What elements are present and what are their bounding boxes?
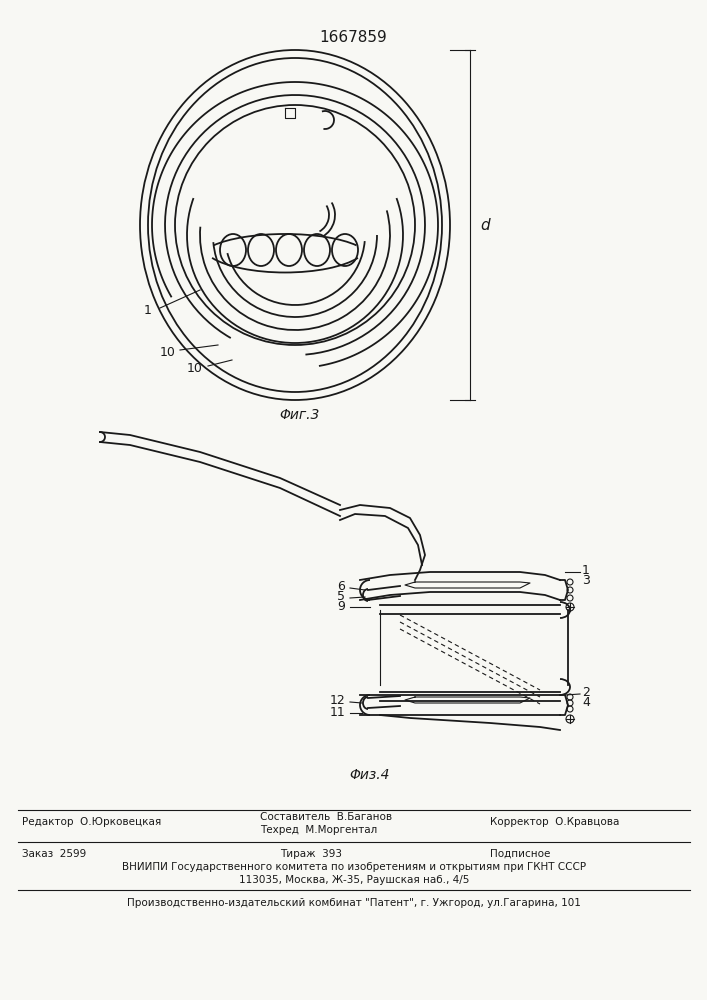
- Text: Подписное: Подписное: [490, 849, 550, 859]
- Text: 10: 10: [187, 361, 203, 374]
- Text: 4: 4: [582, 696, 590, 710]
- Text: ВНИИПИ Государственного комитета по изобретениям и открытиям при ГКНТ СССР: ВНИИПИ Государственного комитета по изоб…: [122, 862, 586, 872]
- Text: Корректор  О.Кравцова: Корректор О.Кравцова: [490, 817, 619, 827]
- Text: d: d: [480, 218, 490, 232]
- Text: 2: 2: [582, 686, 590, 698]
- Text: 9: 9: [337, 600, 345, 613]
- Text: Техред  М.Моргентал: Техред М.Моргентал: [260, 825, 378, 835]
- Text: Составитель  В.Баганов: Составитель В.Баганов: [260, 812, 392, 822]
- Text: 1: 1: [582, 564, 590, 576]
- Text: Редактор  О.Юрковецкая: Редактор О.Юрковецкая: [22, 817, 161, 827]
- Text: 1: 1: [144, 304, 152, 316]
- Text: 3: 3: [582, 574, 590, 586]
- Text: 5: 5: [337, 590, 345, 603]
- Text: 11: 11: [329, 706, 345, 718]
- Text: Производственно-издательский комбинат "Патент", г. Ужгород, ул.Гагарина, 101: Производственно-издательский комбинат "П…: [127, 898, 581, 908]
- Text: Φиг.3: Φиг.3: [280, 408, 320, 422]
- Text: Заказ  2599: Заказ 2599: [22, 849, 86, 859]
- Text: 113035, Москва, Ж-35, Раушская наб., 4/5: 113035, Москва, Ж-35, Раушская наб., 4/5: [239, 875, 469, 885]
- Text: 12: 12: [329, 694, 345, 706]
- Text: Тираж  393: Тираж 393: [280, 849, 342, 859]
- Text: 10: 10: [160, 346, 176, 359]
- Text: Φиз.4: Φиз.4: [350, 768, 390, 782]
- Text: 6: 6: [337, 580, 345, 593]
- Text: 1667859: 1667859: [319, 30, 387, 45]
